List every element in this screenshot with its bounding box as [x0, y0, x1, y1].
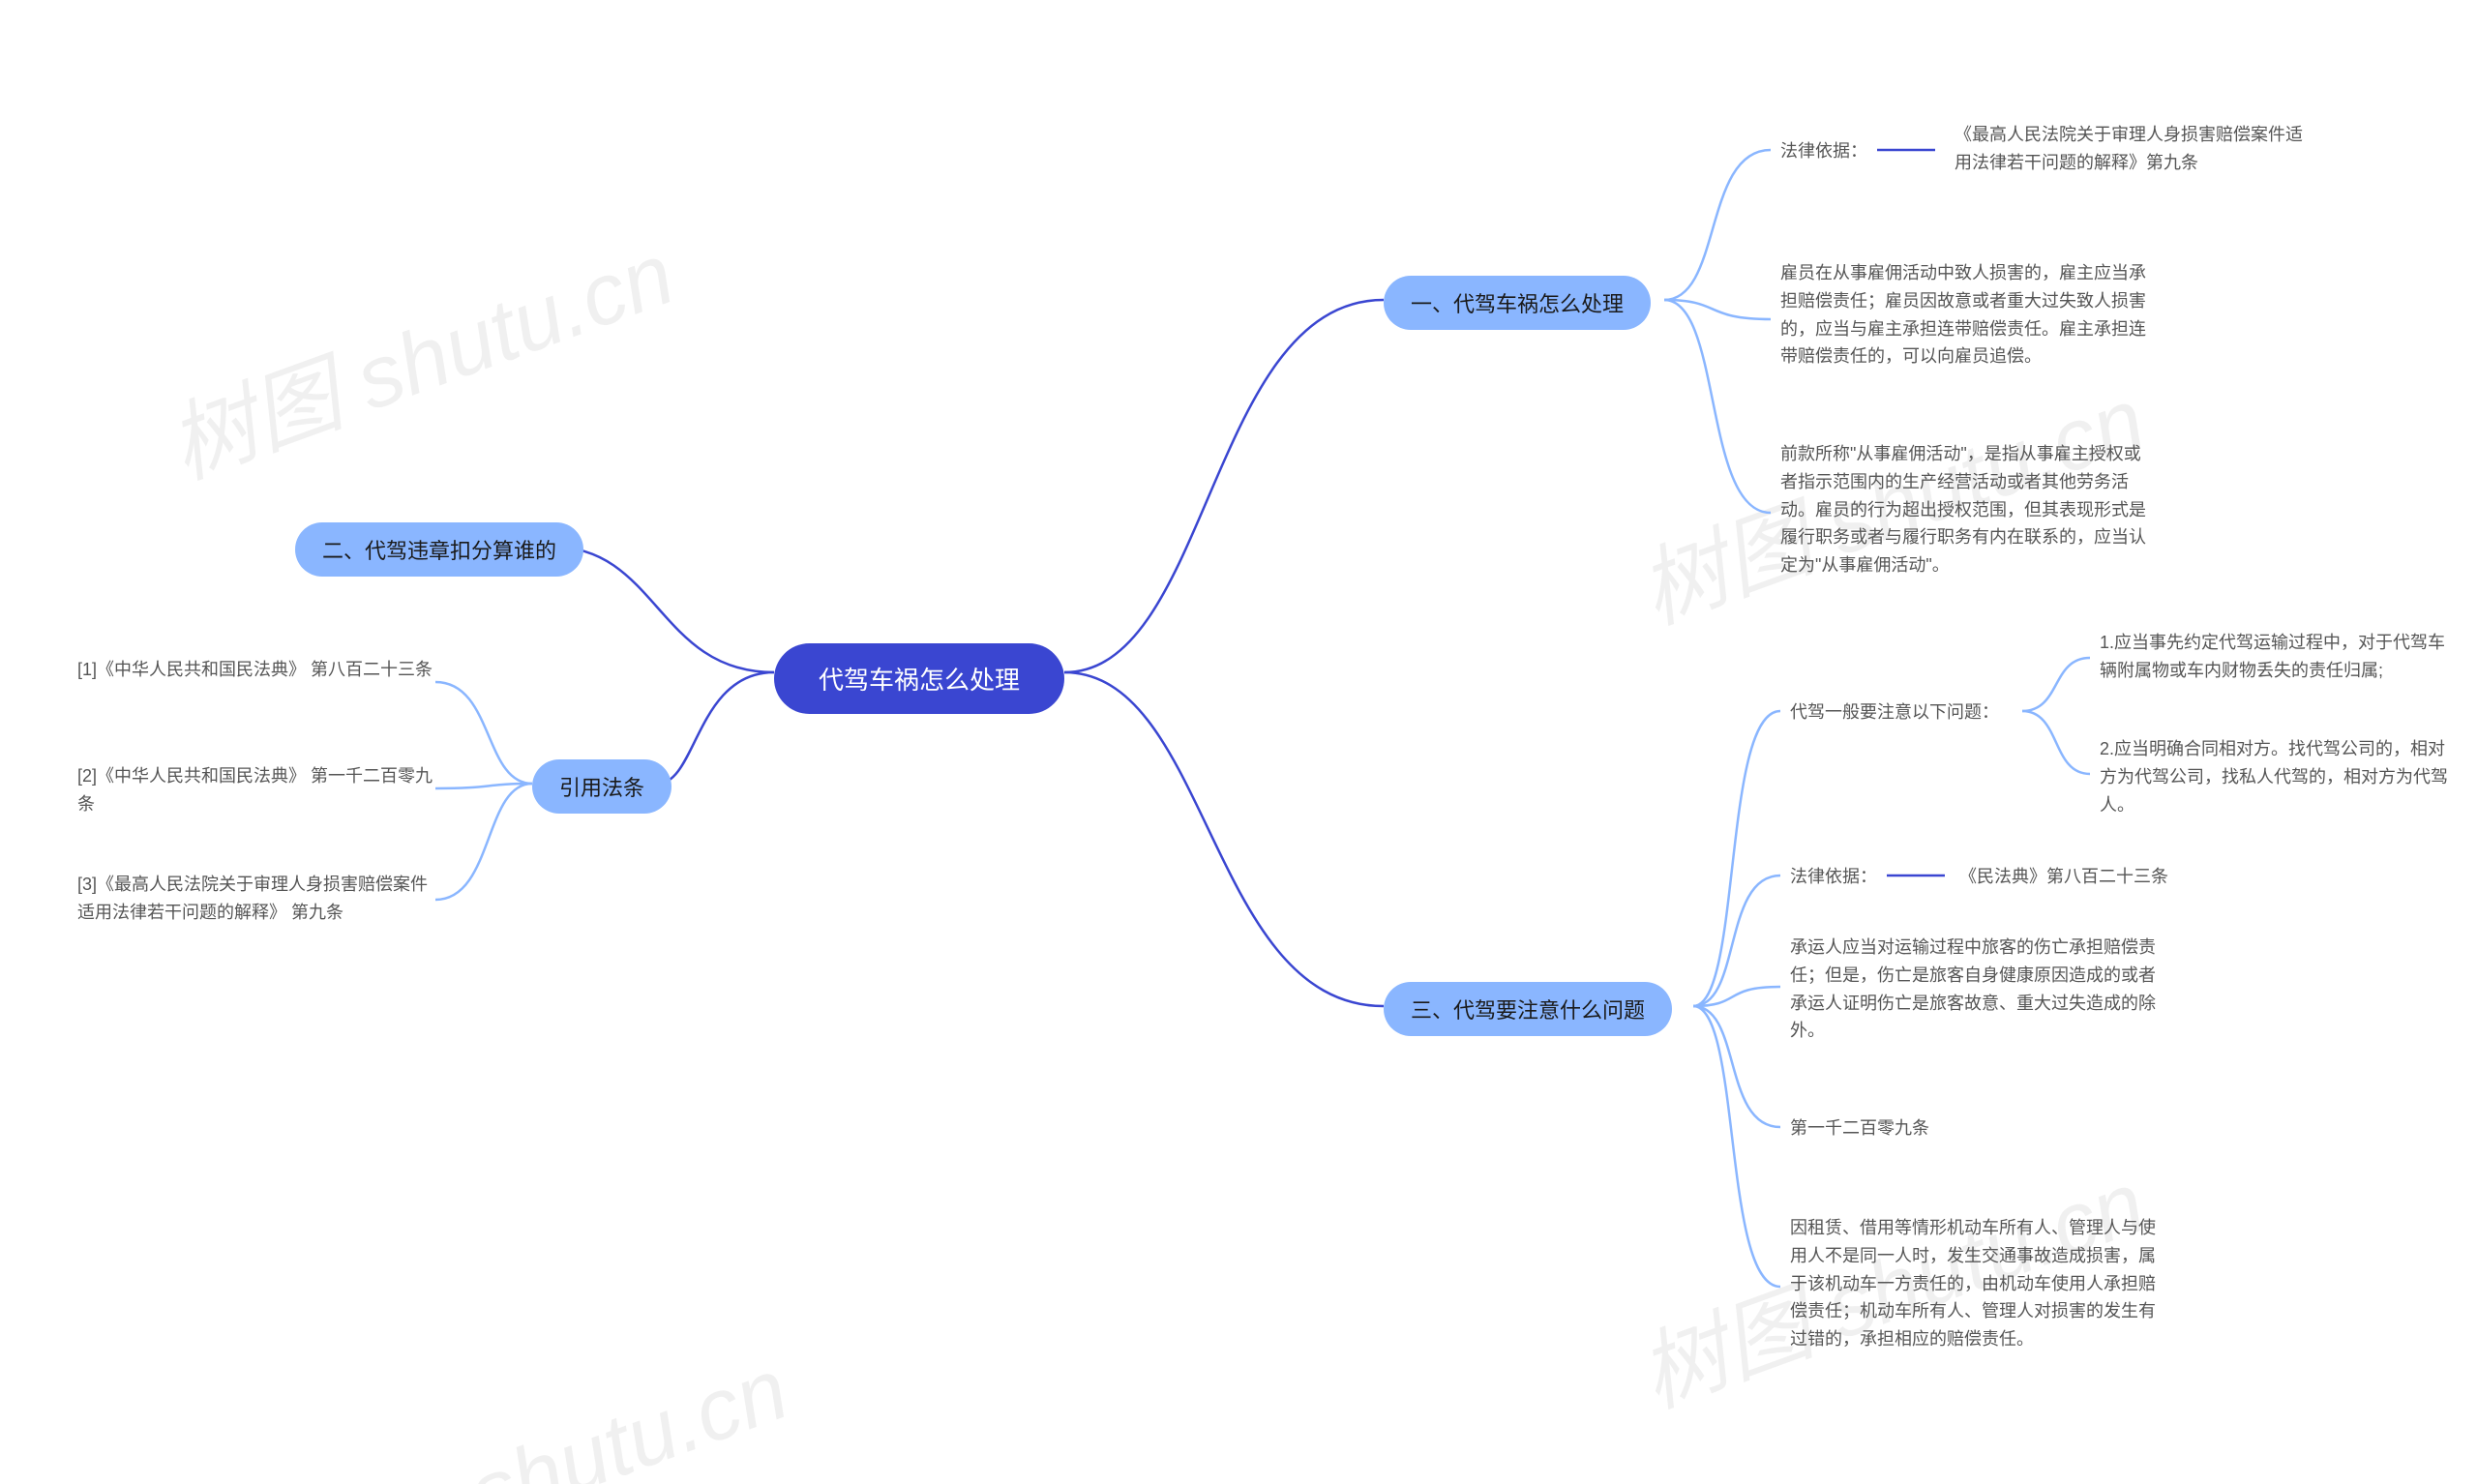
branch-4: 引用法条	[532, 759, 671, 814]
branch-1-child-3: 前款所称"从事雇佣活动"，是指从事雇主授权或者指示范围内的生产经营活动或者其他劳…	[1780, 440, 2148, 579]
branch-3-label: 三、代驾要注意什么问题	[1411, 998, 1645, 1023]
branch-3-child-2-label: 法律依据：	[1790, 863, 1877, 888]
watermark: shutu.cn	[458, 1340, 801, 1484]
watermark: 树图 shutu.cn	[149, 204, 688, 503]
branch-2: 二、代驾违章扣分算谁的	[295, 522, 583, 577]
branch-3-child-4: 第一千二百零九条	[1790, 1114, 1929, 1143]
branch-1-child-1-label: 法律依据：	[1780, 137, 1867, 163]
branch-4-label: 引用法条	[559, 776, 644, 800]
branch-3-child-3: 承运人应当对运输过程中旅客的伤亡承担赔偿责任；但是，伤亡是旅客自身健康原因造成的…	[1790, 934, 2158, 1045]
branch-1-child-1-sub: 《最高人民法院关于审理人身损害赔偿案件适用法律若干问题的解释》第九条	[1955, 121, 2303, 177]
branch-1-label: 一、代驾车祸怎么处理	[1411, 292, 1624, 316]
branch-3: 三、代驾要注意什么问题	[1384, 982, 1672, 1036]
branch-1-child-2: 雇员在从事雇佣活动中致人损害的，雇主应当承担赔偿责任；雇员因故意或者重大过失致人…	[1780, 259, 2148, 371]
root-label: 代驾车祸怎么处理	[819, 666, 1020, 695]
branch-1: 一、代驾车祸怎么处理	[1384, 276, 1651, 330]
branch-4-child-3: [3]《最高人民法院关于审理人身损害赔偿案件适用法律若干问题的解释》 第九条	[77, 871, 435, 927]
branch-3-child-1-label: 代驾一般要注意以下问题：	[1790, 698, 1999, 724]
branch-4-child-1: [1]《中华人民共和国民法典》 第八百二十三条	[77, 656, 433, 684]
branch-3-child-2-sub: 《民法典》第八百二十三条	[1959, 863, 2168, 891]
branch-2-label: 二、代驾违章扣分算谁的	[322, 539, 556, 563]
branch-3-child-1-sub2: 2.应当明确合同相对方。找代驾公司的，相对方为代驾公司，找私人代驾的，相对方为代…	[2100, 735, 2448, 818]
branch-3-child-1-sub1: 1.应当事先约定代驾运输过程中，对于代驾车辆附属物或车内财物丢失的责任归属;	[2100, 629, 2448, 685]
branch-4-child-2: [2]《中华人民共和国民法典》 第一千二百零九条	[77, 762, 435, 818]
branch-3-child-5: 因租赁、借用等情形机动车所有人、管理人与使用人不是同一人时，发生交通事故造成损害…	[1790, 1214, 2158, 1353]
root-node: 代驾车祸怎么处理	[774, 643, 1064, 714]
